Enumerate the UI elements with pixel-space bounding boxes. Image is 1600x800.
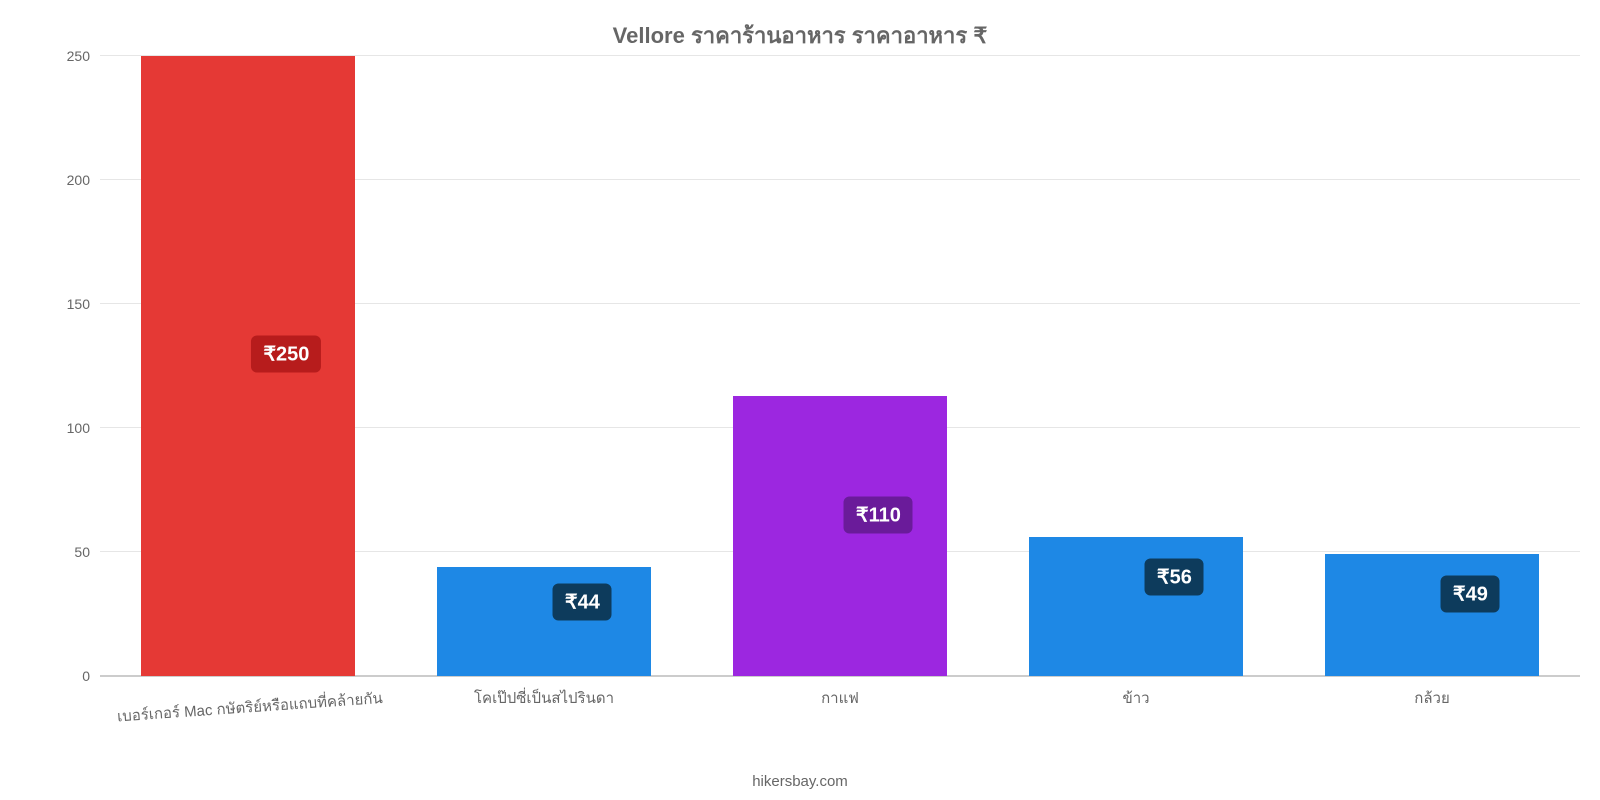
y-tick-label: 50 bbox=[74, 544, 100, 560]
chart-title: Vellore ราคาร้านอาหาร ราคาอาหาร ₹ bbox=[0, 18, 1600, 53]
bar bbox=[437, 567, 650, 676]
y-tick-label: 150 bbox=[67, 296, 100, 312]
x-axis-label: ข้าว bbox=[1122, 676, 1149, 710]
x-axis-label: กาแฟ bbox=[821, 676, 859, 710]
bar bbox=[141, 56, 354, 676]
y-tick-label: 250 bbox=[67, 48, 100, 64]
value-badge: ₹56 bbox=[1145, 558, 1204, 595]
value-badge: ₹49 bbox=[1441, 576, 1500, 613]
y-tick-label: 100 bbox=[67, 420, 100, 436]
y-tick-label: 0 bbox=[82, 668, 100, 684]
y-tick-label: 200 bbox=[67, 172, 100, 188]
chart-container: Vellore ราคาร้านอาหาร ราคาอาหาร ₹ 050100… bbox=[0, 0, 1600, 800]
value-badge: ₹250 bbox=[251, 335, 321, 372]
plot-area: 050100150200250₹250เบอร์เกอร์ Mac กษัตริ… bbox=[100, 56, 1580, 676]
attribution: hikersbay.com bbox=[0, 773, 1600, 790]
x-axis-label: เบอร์เกอร์ Mac กษัตริย์หรือแถบที่คล้ายกั… bbox=[116, 676, 384, 728]
value-badge: ₹44 bbox=[553, 583, 612, 620]
x-axis-label: โคเป๊ปซี่เป็นสไปรินดา bbox=[474, 676, 614, 710]
value-badge: ₹110 bbox=[844, 496, 913, 533]
x-axis-label: กล้วย bbox=[1414, 676, 1450, 710]
bar bbox=[1029, 537, 1242, 676]
bar bbox=[733, 396, 946, 676]
bar bbox=[1325, 554, 1538, 676]
